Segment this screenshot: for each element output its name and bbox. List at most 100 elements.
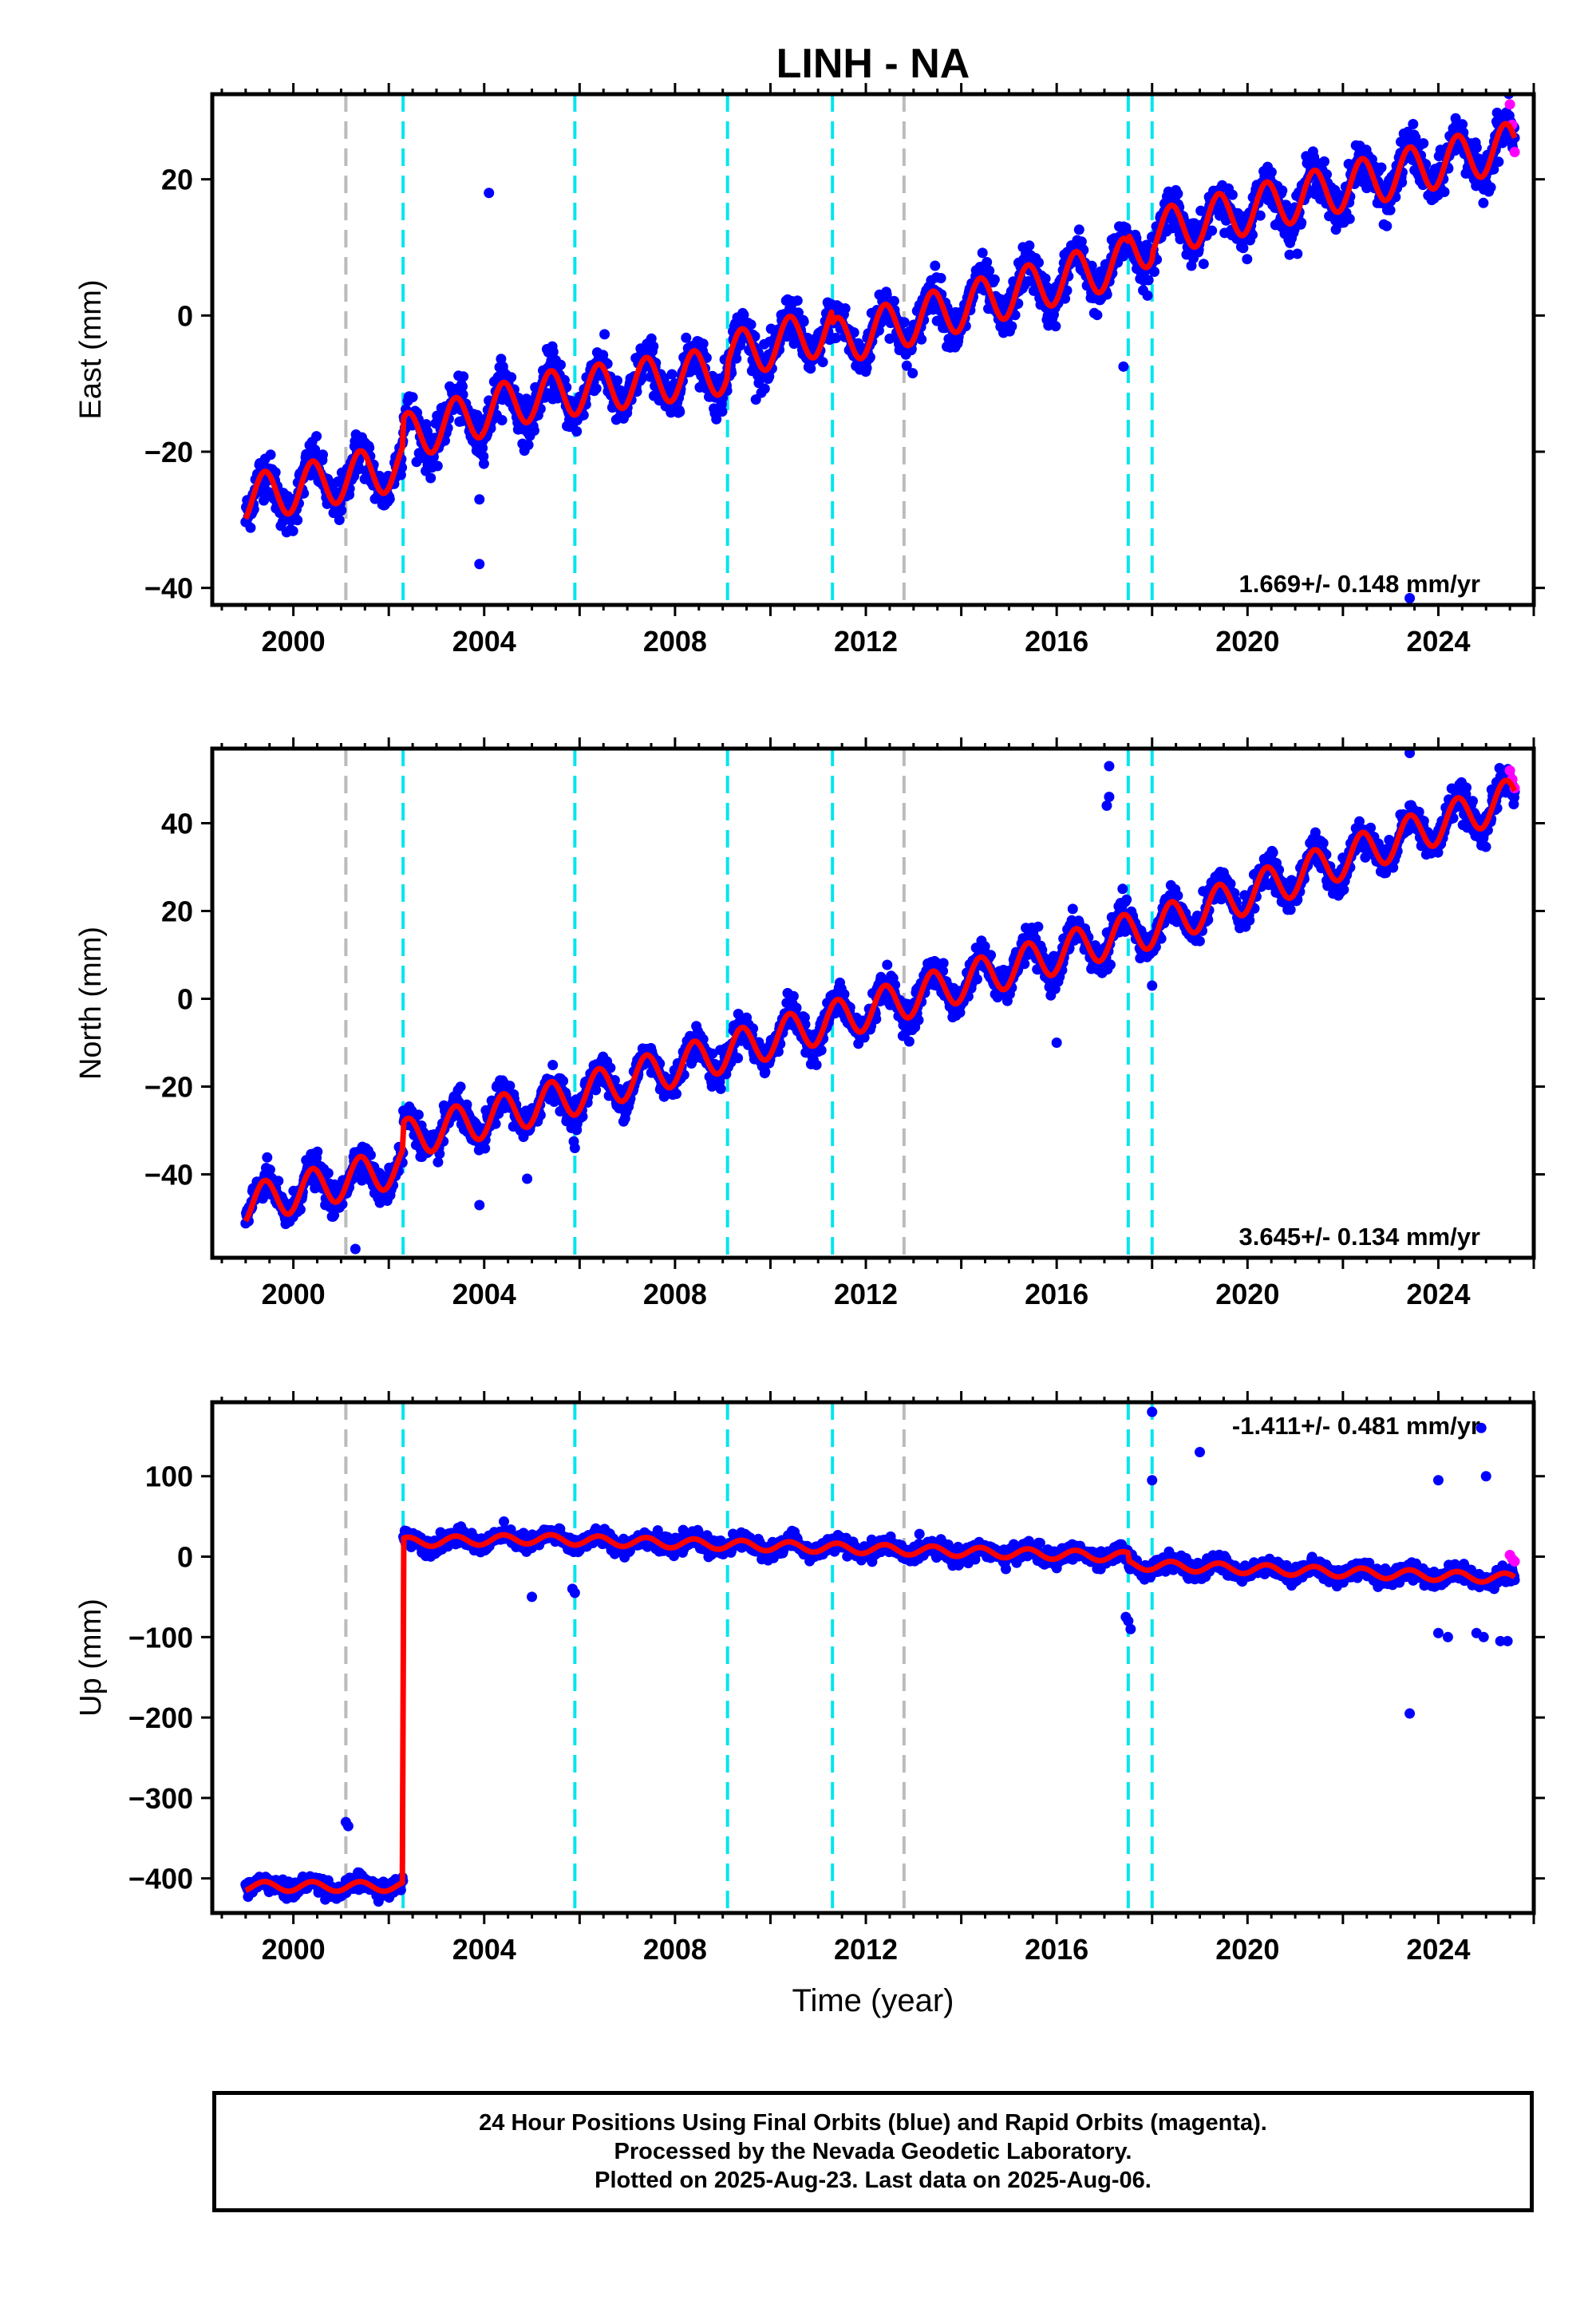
final-orbit-point (555, 360, 566, 370)
final-orbit-outlier-point (474, 494, 484, 504)
y-tick-label: −40 (144, 572, 193, 605)
final-orbit-point (1238, 243, 1248, 253)
final-orbit-point (458, 371, 468, 381)
x-tick-label: 2000 (262, 625, 326, 658)
final-orbit-point (972, 974, 982, 985)
x-tick-label: 2004 (452, 625, 516, 658)
final-orbit-point (1440, 187, 1450, 197)
rapid-orbit-point (1505, 99, 1515, 109)
final-orbit-point (1266, 167, 1277, 177)
x-axis-label: Time (year) (792, 1983, 954, 2018)
final-orbit-point (904, 1037, 915, 1047)
final-orbit-point (558, 1076, 568, 1086)
final-orbit-point (1172, 891, 1183, 901)
final-orbit-point (456, 1081, 466, 1092)
final-orbit-point (413, 1109, 424, 1120)
final-orbit-point (667, 370, 678, 380)
final-orbit-point (1319, 156, 1329, 167)
final-orbit-point (914, 1015, 924, 1026)
final-orbit-point (1068, 903, 1078, 914)
final-orbit-point (862, 363, 872, 373)
x-tick-label: 2016 (1025, 625, 1088, 658)
final-orbit-point (899, 317, 910, 327)
final-orbit-point (816, 1045, 827, 1056)
x-tick-label: 2008 (643, 625, 707, 658)
final-orbit-point (1255, 211, 1266, 221)
final-orbit-point (323, 1168, 334, 1179)
final-orbit-point (1117, 883, 1128, 894)
final-orbit-point (930, 261, 940, 271)
final-orbit-point (980, 941, 990, 951)
final-orbit-point (591, 383, 602, 393)
final-orbit-point (1381, 221, 1392, 231)
y-axis-label: East (mm) (74, 279, 108, 419)
final-orbit-point (1385, 205, 1396, 215)
final-orbit-point (788, 991, 799, 1002)
final-orbit-point (831, 333, 841, 343)
panel-frame (212, 94, 1534, 605)
final-orbit-outlier-point (1118, 362, 1128, 372)
final-orbit-point (336, 505, 346, 516)
final-orbit-point (840, 303, 851, 314)
final-orbit-point (882, 960, 892, 970)
final-orbit-point (1195, 936, 1205, 947)
final-orbit-point (334, 515, 345, 525)
final-orbit-point (716, 1084, 726, 1094)
final-orbit-point (1074, 224, 1084, 235)
final-orbit-point (547, 1060, 558, 1070)
final-orbit-point (799, 317, 809, 327)
plot-area (240, 748, 1519, 1258)
final-orbit-point (1006, 321, 1017, 331)
final-orbit-point (818, 357, 828, 367)
final-orbit-point (612, 375, 622, 385)
velocity-label: 1.669+/- 0.148 mm/yr (1239, 570, 1480, 598)
final-orbit-point (433, 460, 443, 471)
final-orbit-point (671, 1089, 681, 1099)
final-orbit-point (246, 523, 256, 533)
plot-area (240, 89, 1519, 605)
rapid-orbit-point (1510, 147, 1520, 157)
final-orbit-point (1033, 922, 1043, 932)
final-orbit-point (1033, 258, 1044, 268)
final-orbit-point (1493, 156, 1503, 167)
final-orbit-point (936, 273, 946, 283)
final-orbit-point (318, 449, 328, 460)
final-orbit-point (385, 494, 395, 504)
final-orbit-point (717, 406, 728, 417)
final-orbit-point (599, 329, 610, 339)
final-orbit-point (1092, 310, 1102, 320)
final-orbit-point (262, 1152, 272, 1163)
final-orbit-point (1292, 249, 1302, 259)
final-orbit-point (1377, 163, 1387, 173)
final-orbit-point (674, 407, 685, 417)
x-tick-label: 2012 (834, 625, 898, 658)
final-orbit-point (571, 426, 582, 437)
final-orbit-point (1242, 254, 1252, 264)
final-orbit-point (288, 526, 298, 536)
final-orbit-point (1318, 838, 1329, 848)
final-orbit-point (812, 1060, 822, 1070)
final-orbit-point (1050, 321, 1061, 331)
final-orbit-point (698, 338, 709, 349)
final-orbit-point (1149, 267, 1159, 277)
final-orbit-point (425, 473, 436, 484)
y-tick-label: 0 (177, 299, 193, 332)
final-orbit-point (523, 440, 534, 450)
final-orbit-point (408, 392, 418, 402)
figure-title: LINH - NA (776, 41, 970, 87)
final-orbit-point (529, 425, 539, 436)
y-tick-label: −20 (144, 436, 193, 468)
final-orbit-point (273, 1176, 283, 1186)
final-orbit-point (292, 515, 302, 525)
final-orbit-point (311, 431, 322, 441)
final-orbit-point (312, 1147, 322, 1157)
final-orbit-point (978, 247, 988, 258)
final-orbit-point (1105, 959, 1116, 970)
final-orbit-outlier-point (484, 188, 494, 198)
final-orbit-point (1207, 226, 1217, 236)
final-orbit-point (265, 1164, 275, 1175)
final-orbit-point (1227, 190, 1238, 200)
final-orbit-outlier-point (474, 559, 484, 569)
